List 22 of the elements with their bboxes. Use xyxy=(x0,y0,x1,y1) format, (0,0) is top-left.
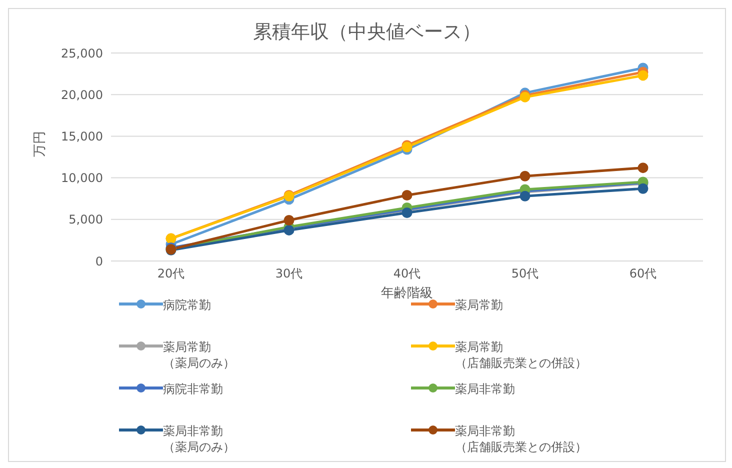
legend-label: 薬局非常勤 xyxy=(455,381,515,397)
legend-label: 薬局常勤 xyxy=(455,297,503,313)
legend-label: 病院常勤 xyxy=(163,297,211,313)
y-axis-title: 万円 xyxy=(32,131,48,157)
x-tick-label: 30代 xyxy=(275,266,303,281)
legend-label: 病院非常勤 xyxy=(163,381,223,397)
x-tick-label: 20代 xyxy=(157,266,185,281)
x-axis-title: 年齢階級 xyxy=(381,286,433,301)
y-tick-label: 10,000 xyxy=(61,171,103,186)
y-tick-label: 0 xyxy=(95,254,103,268)
y-tick-label: 25,000 xyxy=(61,46,103,60)
legend-label: 薬局非常勤（店舗販売業との併設） xyxy=(455,423,587,455)
legend-label: 薬局常勤（店舗販売業との併設） xyxy=(455,339,587,371)
x-tick-label: 60代 xyxy=(629,266,657,281)
y-tick-label: 20,000 xyxy=(61,88,103,102)
legend-label: 薬局常勤（薬局のみ） xyxy=(163,339,235,371)
y-tick-label: 5,000 xyxy=(68,212,103,227)
legend-label: 薬局非常勤（薬局のみ） xyxy=(163,423,235,455)
x-tick-label: 40代 xyxy=(393,266,421,281)
y-tick-label: 15,000 xyxy=(61,129,103,144)
chart-title: 累積年収（中央値ベース） xyxy=(252,20,482,45)
x-tick-label: 50代 xyxy=(511,266,539,281)
